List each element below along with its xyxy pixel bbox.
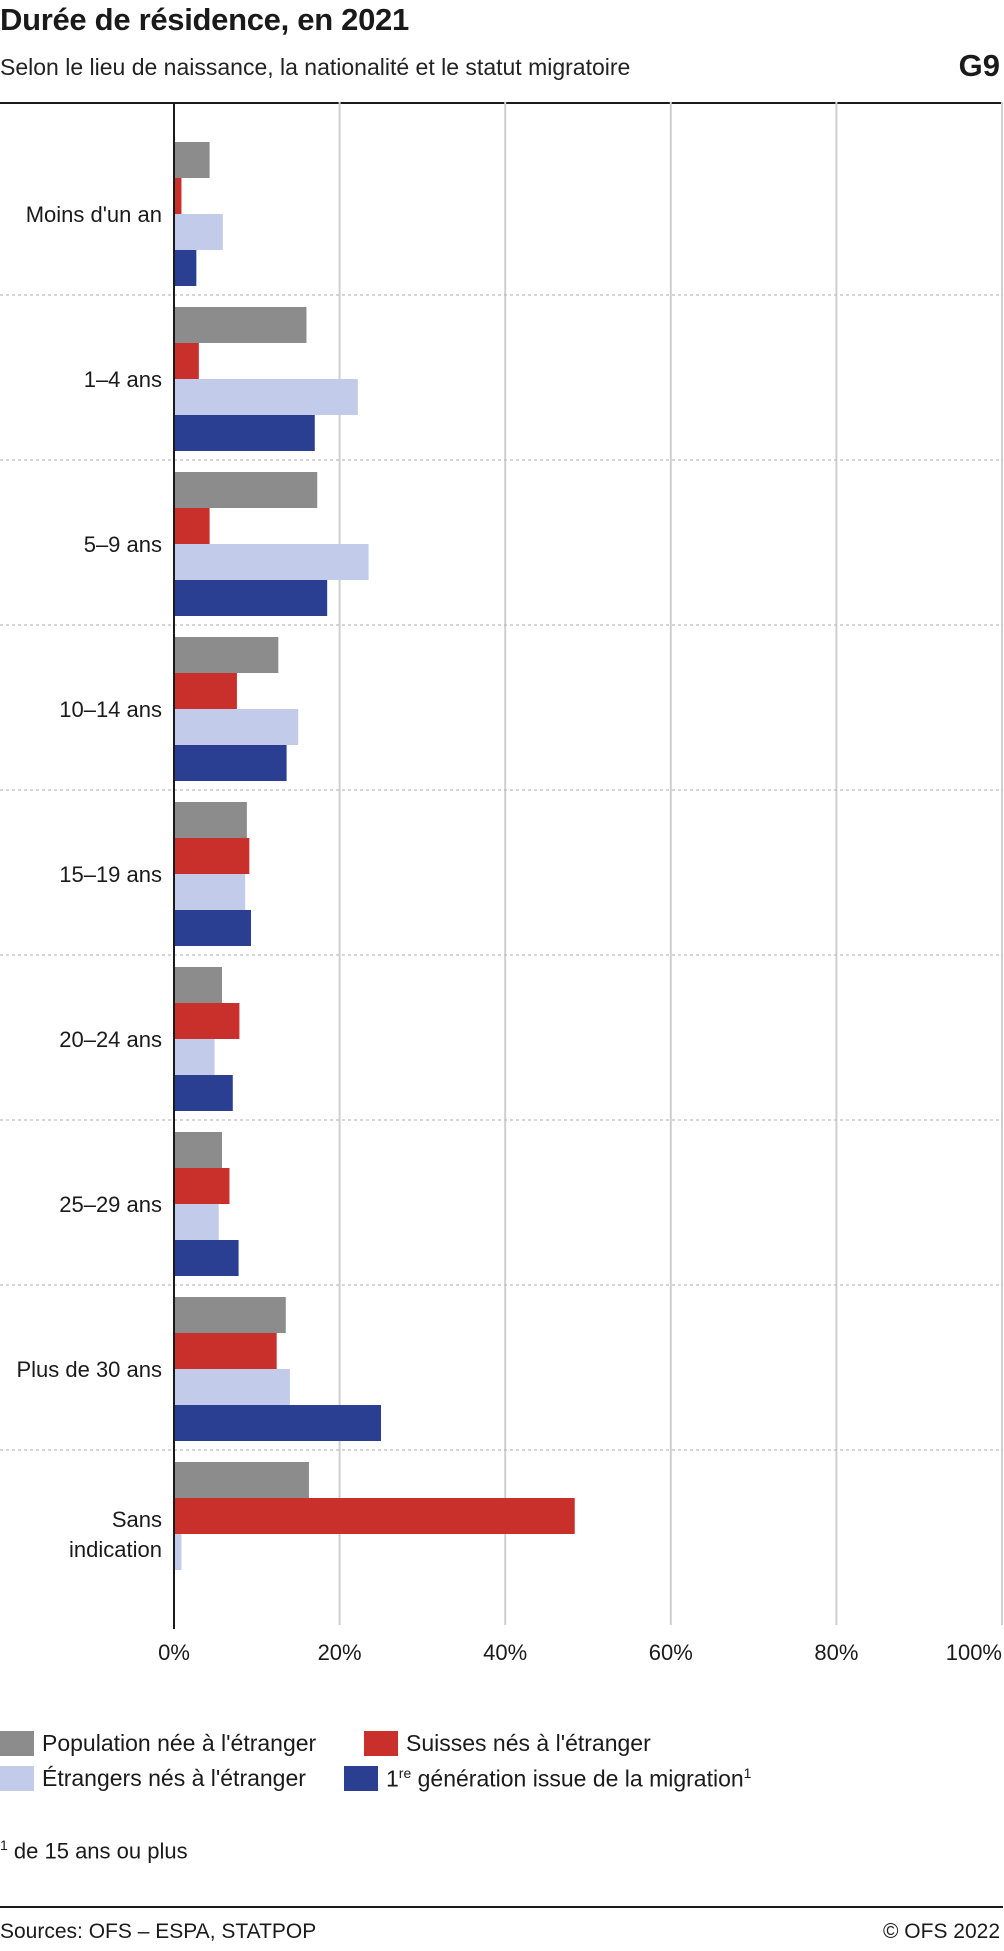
bar <box>174 802 247 838</box>
bar <box>174 307 307 343</box>
bar <box>174 214 223 250</box>
legend-swatch <box>0 1731 34 1756</box>
bar <box>174 1240 239 1276</box>
bar <box>174 1405 381 1441</box>
legend-label: 1re génération issue de la migration1 <box>386 1765 751 1793</box>
legend-label-sup: re <box>398 1765 412 1781</box>
bar <box>174 874 246 910</box>
legend-label: Étrangers nés à l'étranger <box>42 1765 306 1791</box>
legend-label-post: génération issue de la migration <box>411 1765 744 1792</box>
copyright: © OFS 2022 <box>882 1920 1000 1943</box>
sources: Sources: OFS – ESPA, STATPOP <box>0 1920 317 1943</box>
bar <box>174 1075 233 1111</box>
bar <box>174 1132 223 1168</box>
category-label: 5–9 ans <box>84 532 162 557</box>
bar <box>174 1498 575 1534</box>
bar <box>174 250 197 286</box>
bar <box>174 1462 309 1498</box>
bar <box>174 745 287 781</box>
category-label: 15–19 ans <box>59 862 162 887</box>
category-label: Moins d'un an <box>26 202 162 227</box>
bar <box>174 1168 230 1204</box>
x-tick-label: 100% <box>946 1640 1002 1665</box>
bar-chart: Moins d'un an 1–4 ans 5–9 ans 10–14 ans 15–1… <box>0 102 1003 1665</box>
bar <box>174 637 279 673</box>
category-label: Plus de 30 ans <box>16 1357 162 1382</box>
category-label: Sans <box>112 1507 162 1532</box>
header-rule <box>0 102 1003 104</box>
legend-label-pre: 1 <box>386 1765 399 1792</box>
footer-rule <box>0 1906 1003 1908</box>
category-label: indication <box>69 1537 162 1562</box>
bar <box>174 379 358 415</box>
footnote-mark: 1 <box>0 1837 8 1853</box>
bar <box>174 142 210 178</box>
bar <box>174 1003 240 1039</box>
bar <box>174 415 315 451</box>
category-label: 10–14 ans <box>59 697 162 722</box>
category-label: 20–24 ans <box>59 1027 162 1052</box>
x-tick-label: 60% <box>649 1640 693 1665</box>
legend-footnote-mark: 1 <box>743 1765 752 1781</box>
legend-item-premiere-generation: 1re génération issue de la migration1 <box>344 1765 751 1793</box>
category-label: 1–4 ans <box>84 367 162 392</box>
bar <box>174 673 237 709</box>
bar <box>174 343 199 379</box>
bar <box>174 967 223 1003</box>
footnote-text: de 15 ans ou plus <box>7 1838 188 1864</box>
legend-item-suisses-etranger: Suisses nés à l'étranger <box>364 1730 651 1757</box>
bar <box>174 910 252 946</box>
chart-code: G9 <box>958 48 1000 83</box>
bar <box>174 1333 277 1369</box>
bar <box>174 709 299 745</box>
x-tick-label: 0% <box>158 1640 190 1665</box>
bar <box>174 1534 182 1570</box>
bar <box>174 838 250 874</box>
bar <box>174 1297 286 1333</box>
chart-subtitle: Selon le lieu de naissance, la nationali… <box>0 54 631 80</box>
bar <box>174 178 182 214</box>
chart-title: Durée de résidence, en 2021 <box>0 2 409 37</box>
legend-swatch <box>364 1731 398 1756</box>
x-tick-label: 80% <box>814 1640 858 1665</box>
bar <box>174 1039 215 1075</box>
bar <box>174 472 318 508</box>
x-tick-label: 20% <box>318 1640 362 1665</box>
footnote: 1 de 15 ans ou plus <box>0 1837 188 1864</box>
bar <box>174 544 369 580</box>
x-tick-label: 40% <box>483 1640 527 1665</box>
bar <box>174 508 210 544</box>
bar <box>174 1369 290 1405</box>
bar <box>174 580 328 616</box>
legend-label: Population née à l'étranger <box>42 1730 317 1756</box>
legend-swatch <box>0 1766 34 1791</box>
legend-label: Suisses nés à l'étranger <box>406 1730 651 1756</box>
bar <box>174 1204 219 1240</box>
legend-item-population-etranger: Population née à l'étranger <box>0 1730 316 1757</box>
legend-swatch <box>344 1766 378 1792</box>
legend-item-etrangers-etranger: Étrangers nés à l'étranger <box>0 1765 306 1792</box>
category-label: 25–29 ans <box>59 1192 162 1217</box>
